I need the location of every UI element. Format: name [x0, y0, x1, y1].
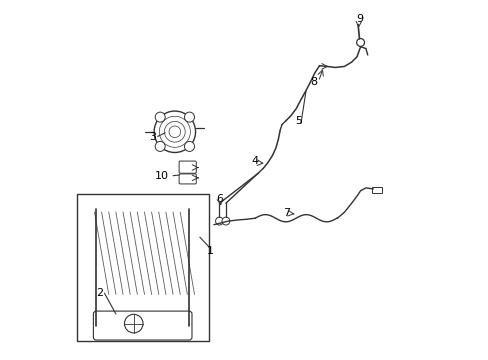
Circle shape — [356, 39, 364, 46]
Text: 9: 9 — [355, 14, 363, 24]
Text: 8: 8 — [310, 77, 317, 87]
FancyBboxPatch shape — [93, 311, 192, 340]
Text: 1: 1 — [206, 247, 214, 256]
Text: 7: 7 — [283, 208, 289, 218]
FancyBboxPatch shape — [179, 161, 196, 173]
Text: 5: 5 — [295, 116, 302, 126]
Text: 10: 10 — [154, 171, 168, 181]
Circle shape — [184, 112, 194, 122]
Text: 4: 4 — [250, 157, 258, 166]
Bar — [77, 194, 208, 341]
Circle shape — [155, 112, 165, 122]
Circle shape — [184, 141, 194, 152]
Text: 6: 6 — [216, 194, 223, 203]
Text: 3: 3 — [148, 132, 156, 142]
Text: 2: 2 — [96, 288, 103, 297]
FancyBboxPatch shape — [179, 174, 196, 184]
Circle shape — [124, 314, 143, 333]
Circle shape — [215, 217, 223, 225]
Bar — [372, 187, 382, 193]
Circle shape — [154, 111, 195, 153]
Circle shape — [222, 217, 229, 225]
Circle shape — [155, 141, 165, 152]
